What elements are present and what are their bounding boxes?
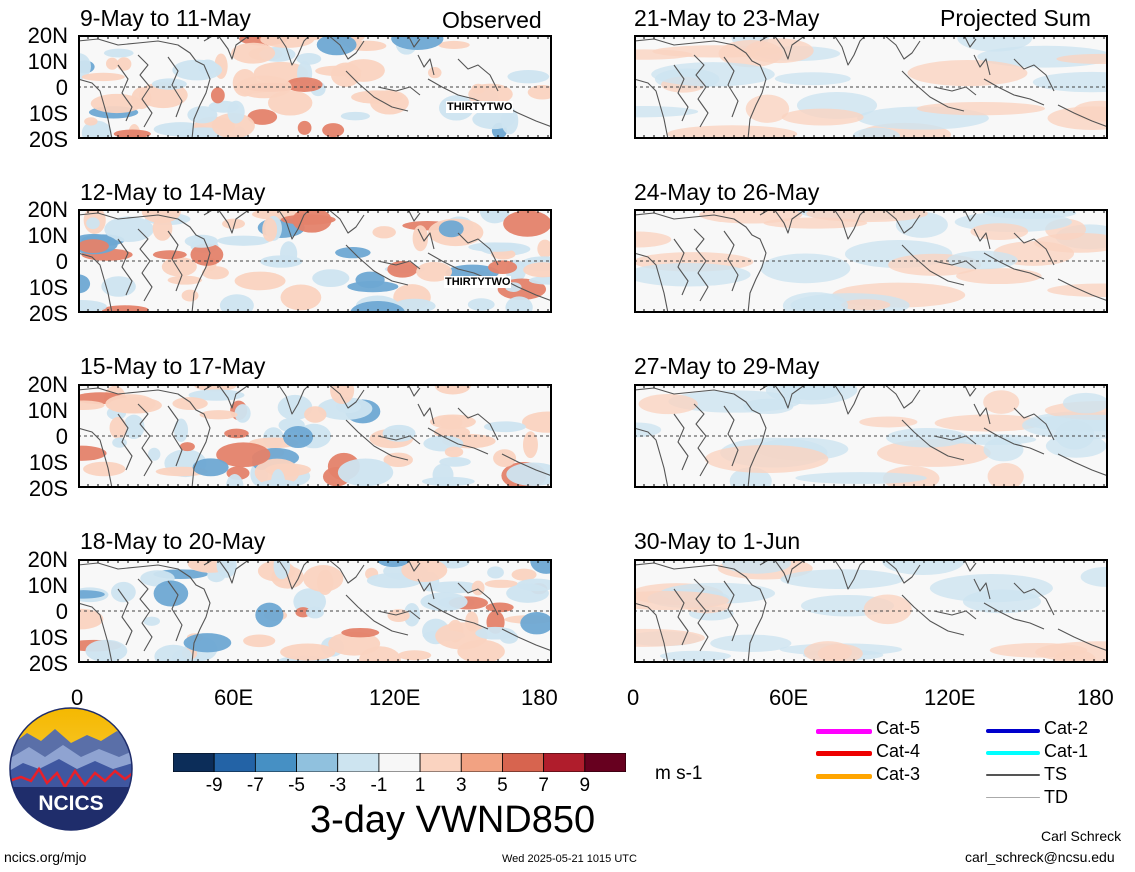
x-tick-0-right: 0	[627, 685, 640, 710]
map-panel-projected-4	[634, 559, 1108, 663]
colorbar-swatch	[460, 752, 503, 773]
colorbar-tick-label: -3	[329, 775, 347, 796]
colorbar-swatch	[254, 752, 297, 773]
panel-title-1: 9-May to 11-May	[80, 5, 251, 31]
y-tick-3-3: 10S	[28, 450, 68, 475]
y-tick-2-0: 20N	[27, 197, 68, 222]
legend-swatch-cat5	[816, 729, 872, 734]
footer-author: Carl Schreck	[1041, 828, 1122, 844]
panel-title-6: 27-May to 29-May	[634, 353, 820, 379]
legend-label-cat2: Cat-2	[1044, 718, 1089, 738]
map-panel-observed-4	[78, 559, 552, 663]
colorbar-swatch	[296, 752, 339, 773]
y-tick-1-3: 10S	[28, 101, 68, 126]
y-tick-3-0: 20N	[27, 372, 68, 397]
map-panel-projected-2	[634, 209, 1108, 313]
panel-title-3: 12-May to 14-May	[80, 179, 266, 205]
y-tick-3-1: 10N	[27, 398, 68, 423]
x-tick-120e-left: 120E	[369, 685, 421, 710]
colorbar-tick-label: -9	[205, 775, 223, 796]
storm-label-2: THIRTYTWO	[444, 276, 512, 288]
map-panel-observed-1	[78, 35, 552, 139]
legend-swatch-cat2	[986, 729, 1040, 733]
colorbar	[172, 752, 627, 773]
legend-label-cat5: Cat-5	[876, 718, 921, 738]
panel-title-5: 15-May to 17-May	[80, 353, 266, 379]
y-tick-2-1: 10N	[27, 223, 68, 248]
projected-sum-label: Projected Sum	[940, 5, 1091, 31]
x-tick-0-left: 0	[71, 685, 84, 710]
colorbar-swatch	[543, 752, 586, 773]
legend-label-ts: TS	[1044, 764, 1068, 784]
legend-swatch-ts	[986, 774, 1040, 776]
footer-timestamp: Wed 2025-05-21 1015 UTC	[502, 853, 637, 865]
ncics-logo: NCICS	[9, 707, 133, 831]
x-tick-60e-left: 60E	[214, 685, 254, 710]
y-tick-2-3: 10S	[28, 275, 68, 300]
colorbar-tick-label: 9	[579, 775, 591, 796]
main-title: 3-day VWND850	[310, 799, 596, 841]
map-panel-observed-2	[78, 209, 552, 313]
y-tick-1-4: 20S	[28, 127, 68, 152]
y-tick-2-4: 20S	[28, 301, 68, 326]
footer-url[interactable]: ncics.org/mjo	[4, 849, 87, 865]
y-tick-1-1: 10N	[27, 49, 68, 74]
colorbar-tick-label: 5	[497, 775, 508, 796]
legend-label-td: TD	[1044, 787, 1068, 807]
colorbar-tick-label: 1	[414, 775, 426, 796]
panel-title-7: 18-May to 20-May	[80, 528, 266, 554]
y-tick-3-4: 20S	[28, 476, 68, 501]
y-tick-4-2: 0	[55, 599, 68, 624]
x-tick-120e-right: 120E	[924, 685, 976, 710]
map-panel-projected-3	[634, 384, 1108, 488]
colorbar-tick-label: -1	[370, 775, 388, 796]
y-tick-3-2: 0	[55, 424, 68, 449]
x-tick-180-left: 180	[521, 685, 558, 710]
y-tick-1-0: 20N	[27, 23, 68, 48]
map-panel-projected-1	[634, 35, 1108, 139]
colorbar-swatch	[584, 752, 627, 773]
logo-text: NCICS	[38, 792, 103, 815]
colorbar-tick-label: -5	[288, 775, 305, 796]
y-tick-4-3: 10S	[28, 625, 68, 650]
y-tick-2-2: 0	[55, 249, 68, 274]
footer-email[interactable]: carl_schreck@ncsu.edu	[965, 849, 1115, 865]
panel-title-2: 21-May to 23-May	[634, 5, 820, 31]
colorbar-swatch	[419, 752, 462, 773]
legend-swatch-cat1	[986, 751, 1040, 755]
y-tick-4-0: 20N	[27, 547, 68, 572]
y-tick-4-1: 10N	[27, 573, 68, 598]
legend-label-cat4: Cat-4	[876, 741, 921, 761]
y-tick-4-4: 20S	[28, 651, 68, 676]
colorbar-swatch	[172, 752, 215, 773]
y-tick-1-2: 0	[55, 75, 68, 100]
colorbar-swatch	[502, 752, 545, 773]
colorbar-swatch	[337, 752, 380, 773]
x-tick-60e-right: 60E	[769, 685, 809, 710]
legend-label-cat3: Cat-3	[876, 764, 921, 784]
colorbar-tick-label: -7	[246, 775, 264, 796]
map-panel-observed-3	[78, 384, 552, 488]
storm-label-1: THIRTYTWO	[446, 101, 514, 113]
panel-title-4: 24-May to 26-May	[634, 179, 820, 205]
legend-swatch-cat4	[816, 751, 872, 756]
observed-label: Observed	[442, 7, 542, 33]
x-tick-180-right: 180	[1077, 685, 1114, 710]
colorbar-units: m s-1	[655, 763, 703, 784]
colorbar-tick-label: 7	[538, 775, 549, 796]
panel-title-8: 30-May to 1-Jun	[634, 528, 801, 554]
colorbar-swatch	[213, 752, 256, 773]
colorbar-tick-label: 3	[455, 775, 467, 796]
colorbar-swatch	[378, 752, 421, 773]
legend-label-cat1: Cat-1	[1044, 741, 1089, 761]
legend-swatch-td	[986, 797, 1040, 798]
legend-swatch-cat3	[816, 774, 872, 779]
